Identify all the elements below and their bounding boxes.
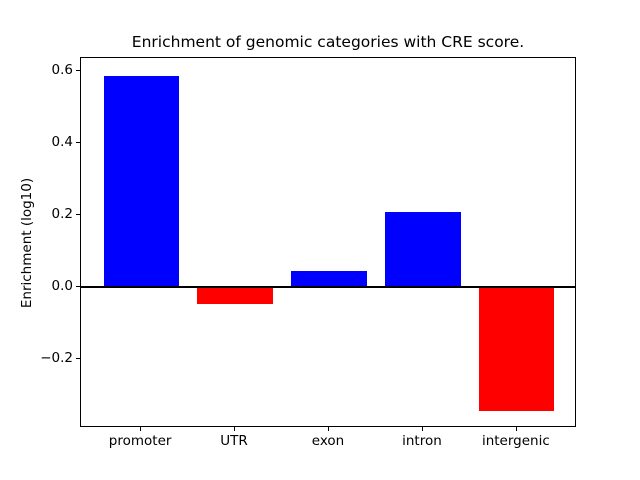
bar-intergenic	[479, 286, 555, 412]
y-tick-mark	[76, 285, 80, 287]
x-tick-label-intergenic: intergenic	[481, 433, 550, 449]
y-tick-label: 0.0	[51, 277, 73, 294]
y-tick-mark	[76, 69, 80, 71]
y-tick-label: 0.2	[51, 205, 73, 222]
y-tick-label: 0.6	[51, 61, 73, 78]
y-tick-label: −0.2	[40, 349, 73, 366]
y-tick-mark	[76, 141, 80, 143]
zero-line	[81, 285, 575, 288]
bar-promoter	[103, 76, 179, 287]
x-tick-label-intron: intron	[402, 433, 442, 449]
y-tick-mark	[76, 213, 80, 215]
x-tick-label-exon: exon	[311, 433, 345, 449]
y-tick-mark	[76, 357, 80, 359]
bar-exon	[291, 271, 367, 287]
x-tick-mark	[515, 427, 517, 431]
x-tick-label-UTR: UTR	[220, 433, 248, 449]
x-tick-mark	[328, 427, 329, 431]
bar-UTR	[197, 286, 273, 305]
bar-intron	[385, 212, 461, 287]
x-tick-label-promoter: promoter	[108, 433, 172, 449]
y-tick-label: 0.4	[51, 133, 73, 150]
x-tick-mark	[140, 427, 142, 431]
x-tick-mark	[234, 427, 236, 431]
plot-area	[80, 57, 576, 427]
chart-title: Enrichment of genomic categories with CR…	[131, 33, 525, 51]
x-tick-mark	[421, 427, 423, 431]
